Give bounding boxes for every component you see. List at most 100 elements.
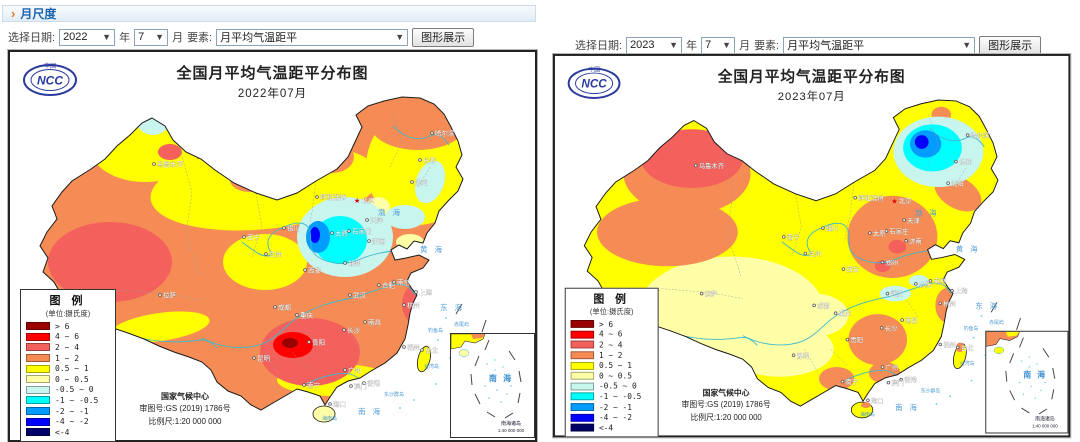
- island-label: 东沙群岛: [921, 387, 941, 394]
- sea-island-dot: [1018, 381, 1021, 384]
- legend-row: 4 ~ 6: [21, 332, 115, 343]
- map-title: 全国月平均气温距平分布图: [717, 68, 906, 86]
- city-dot: [365, 218, 369, 222]
- city-dot: [377, 283, 381, 287]
- svg-text:南 海: 南 海: [489, 373, 513, 383]
- city-label: 合肥: [919, 279, 932, 288]
- island-label: 海南岛: [860, 411, 875, 418]
- city-dot: [965, 133, 970, 137]
- city-label: 南昌: [905, 316, 918, 325]
- query-form-2022: 选择日期: 2022 ▼ 年 7 ▼ 月 要素: 月平均气温距平 ▼ 图形展示: [8, 27, 475, 47]
- map-scale: 比例尺:1:20 000 000: [690, 412, 762, 422]
- legend-swatch: [26, 354, 50, 363]
- city-dot: [868, 231, 872, 235]
- sea-island-dot: [435, 383, 437, 385]
- city-label: 哈尔滨: [971, 131, 991, 140]
- legend-unit: (单位:摄氏度): [589, 307, 634, 317]
- year-unit-label: 年: [686, 40, 698, 52]
- city-label: 福州: [943, 340, 956, 349]
- city-label: 台北: [425, 346, 439, 355]
- city-dot: [841, 267, 846, 271]
- legend-row: -4 ~ -2: [21, 416, 115, 427]
- city-label: 海口: [871, 396, 884, 405]
- chevron-right-icon: ›: [11, 6, 16, 21]
- legend-row: -2 ~ -1: [21, 406, 115, 417]
- legend-row: 0 ~ 0.5: [566, 371, 658, 381]
- city-label: 重庆: [839, 309, 852, 318]
- sea-island-dot: [490, 375, 492, 377]
- province-border: [264, 351, 281, 378]
- island-label: 台湾岛: [960, 360, 975, 367]
- city-dot: [402, 345, 406, 349]
- sea-island-dot: [437, 339, 439, 341]
- city-dot: [946, 181, 950, 185]
- city-label: 澳门: [354, 382, 367, 391]
- city-label: 沈阳: [415, 178, 428, 187]
- month-select[interactable]: 7 ▼: [134, 28, 169, 46]
- city-label: 杭州: [407, 301, 420, 310]
- city-label: 拉萨: [705, 289, 718, 298]
- river-line: [929, 128, 985, 148]
- legend-swatch: [26, 407, 50, 416]
- render-button[interactable]: 图形展示: [979, 35, 1042, 55]
- date-label: 选择日期:: [8, 32, 56, 44]
- sea-island-dot: [413, 399, 415, 401]
- city-dot: [938, 301, 943, 306]
- city-dot: [899, 377, 903, 382]
- legend-row: 2 ~ 4: [566, 340, 658, 350]
- city-label: 太原: [873, 229, 886, 238]
- legend-label: > 6: [598, 319, 614, 329]
- year-value: 2023: [630, 39, 655, 51]
- city-dot: [420, 348, 424, 352]
- legend-label: 0 ~ 0.5: [55, 374, 89, 384]
- city-dot: [782, 235, 786, 239]
- legend-row: -0.5 ~ 0: [21, 385, 115, 396]
- island-label: 赤尾屿: [454, 321, 469, 328]
- province-border: [906, 300, 919, 319]
- city-dot: [158, 293, 162, 297]
- legend-label: -0.5 ~ 0: [598, 381, 637, 391]
- element-select[interactable]: 月平均气温距平 ▼: [216, 28, 409, 46]
- month-select[interactable]: 7 ▼: [701, 36, 736, 54]
- city-label: 西安: [308, 266, 322, 275]
- city-dot: [410, 180, 414, 184]
- attribution: 国家气候中心 审图号:GS (2019) 1786号 比例尺:1:20 000 …: [663, 387, 790, 423]
- legend-swatch: [570, 361, 595, 370]
- legend-swatch: [570, 413, 595, 422]
- province-border: [305, 180, 317, 243]
- legend-unit: (单位:摄氏度): [45, 309, 91, 318]
- city-label: 上海: [955, 286, 968, 295]
- city-label: 石家庄: [352, 227, 372, 236]
- sea-island-dot: [1030, 385, 1032, 388]
- city-label: 北京: [362, 196, 376, 205]
- year-select[interactable]: 2022 ▼: [59, 28, 116, 46]
- map-date: 2022年07月: [237, 88, 308, 100]
- city-label: 乌鲁木齐: [157, 160, 184, 169]
- year-select[interactable]: 2023 ▼: [626, 36, 683, 54]
- legend-row: 1 ~ 2: [566, 350, 658, 360]
- svg-text:NCC: NCC: [581, 78, 607, 91]
- city-dot: [938, 342, 943, 347]
- legend-row: 0 ~ 0.5: [21, 374, 115, 385]
- date-label: 选择日期:: [575, 40, 623, 52]
- svg-text:南海诸岛: 南海诸岛: [501, 420, 521, 427]
- sea-island-dot: [502, 366, 504, 368]
- legend-label: 2 ~ 4: [598, 340, 623, 350]
- legend-swatch: [570, 320, 595, 329]
- render-button[interactable]: 图形展示: [412, 27, 475, 47]
- city-dot: [914, 282, 918, 286]
- city-label: 拉萨: [163, 291, 177, 300]
- element-select[interactable]: 月平均气温距平 ▼: [783, 36, 976, 54]
- river-line: [670, 332, 758, 346]
- sea-island-dot: [1028, 366, 1030, 368]
- city-dot: [273, 305, 277, 309]
- query-form-2023: 选择日期: 2023 ▼ 年 7 ▼ 月 要素: 月平均气温距平 ▼ 图形展示: [575, 35, 1042, 55]
- city-label: 呼和浩特: [858, 193, 884, 202]
- sea-label: 渤 海: [378, 207, 403, 217]
- element-label: 要素:: [754, 40, 780, 52]
- legend-row: 4 ~ 6: [566, 329, 658, 339]
- city-dot: [694, 163, 698, 168]
- legend-row: 0.5 ~ 1: [21, 363, 115, 374]
- legend-label: 1 ~ 2: [55, 353, 80, 363]
- city-dot: [392, 280, 396, 284]
